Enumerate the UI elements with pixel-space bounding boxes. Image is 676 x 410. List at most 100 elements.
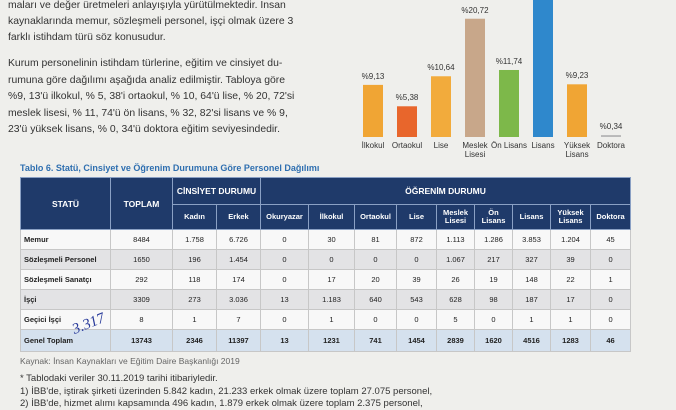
header-cell: Okuryazar xyxy=(260,204,309,230)
table-cell: 17 xyxy=(550,289,591,310)
value-label: %11,74 xyxy=(495,56,523,66)
note: 2) İBB'de, hizmet alımı kapsamında 496 k… xyxy=(20,398,423,409)
bar xyxy=(567,84,587,137)
header-cell: Lisans xyxy=(512,204,551,230)
table-cell: 1454 xyxy=(396,329,437,352)
table-cell: 22 xyxy=(550,269,591,290)
table-cell: 1620 xyxy=(474,329,513,352)
table-cell: 1 xyxy=(512,309,551,330)
table-cell: 217 xyxy=(474,249,513,270)
header-cell: Kadın xyxy=(172,204,217,230)
bar-chart: %9,13 İlkokul %5,38 Ortaokul %10,64 Lise %20,7… xyxy=(340,0,676,160)
table-cell: 0 xyxy=(354,309,397,330)
table-cell: 0 xyxy=(260,309,309,330)
bar xyxy=(363,84,383,137)
table-cell: 1.758 xyxy=(172,229,217,250)
category-label: Lise xyxy=(433,141,449,150)
table-cell: 1650 xyxy=(110,249,173,270)
table-row: İşçi 3309 273 3.036 13 1.183 640 543 628 98 187 17 0 xyxy=(20,289,632,310)
table-cell: 0 xyxy=(308,249,355,270)
table-cell: 1.286 xyxy=(474,229,513,250)
table-cell: 1 xyxy=(172,309,217,330)
table-cell: Genel Toplam xyxy=(20,329,111,352)
table-cell: 292 xyxy=(110,269,173,290)
header-cell: Ön Lisans xyxy=(474,204,513,230)
header-cell: Doktora xyxy=(589,204,632,230)
value-label: %20,72 xyxy=(461,5,489,15)
table-cell: 2346 xyxy=(172,329,217,352)
table-cell: 1 xyxy=(308,309,355,330)
category-label: Ortaokul xyxy=(391,141,423,150)
table-cell: 17 xyxy=(308,269,355,290)
bar xyxy=(431,76,451,137)
table-cell: 3.036 xyxy=(216,289,261,310)
category-label: Yüksek Lisans xyxy=(563,141,591,159)
text-line: %9, 13'ü ilkokul, % 5, 38'i ortaokul, % … xyxy=(8,91,295,102)
header-cell: Meslek Lisesi xyxy=(436,204,475,230)
table-cell: 1 xyxy=(550,309,591,330)
table-cell: 327 xyxy=(512,249,551,270)
bar xyxy=(465,18,485,137)
bar xyxy=(499,69,519,137)
header-cell: İlkokul xyxy=(308,204,355,230)
category-label: Ön Lisans xyxy=(490,141,528,150)
bar xyxy=(533,0,553,137)
value-label: %9,13 xyxy=(361,71,385,81)
table-cell: 13 xyxy=(260,289,309,310)
table-cell: Memur xyxy=(20,229,111,250)
table-cell: 273 xyxy=(172,289,217,310)
table-cell: 1.183 xyxy=(308,289,355,310)
table-cell: 1.113 xyxy=(436,229,475,250)
value-label: %5,38 xyxy=(395,93,419,103)
table-cell: 872 xyxy=(396,229,437,250)
table-cell: 13 xyxy=(260,329,309,352)
table-cell: 0 xyxy=(260,249,309,270)
staff-table: STATÜ TOPLAM CİNSİYET DURUMU ÖĞRENİM DURUMU… xyxy=(20,177,632,352)
table-cell: 3.853 xyxy=(512,229,551,250)
text-line: farklı istihdam türü söz konusudur. xyxy=(8,32,166,43)
table-cell: 0 xyxy=(260,229,309,250)
table-cell: 1.454 xyxy=(216,249,261,270)
note: * Tablodaki veriler 30.11.2019 tarihi it… xyxy=(20,373,218,384)
header-cell: STATÜ xyxy=(20,177,111,230)
table-cell: 640 xyxy=(354,289,397,310)
table-cell: 46 xyxy=(589,329,632,352)
table-cell: Sözleşmeli Sanatçı xyxy=(20,269,111,290)
table-row: Memur 8484 1.758 6.726 0 30 81 872 1.113 1.286 3.8… xyxy=(20,229,632,250)
header-cell: CİNSİYET DURUMU xyxy=(172,177,261,205)
category-label: Meslek Lisesi xyxy=(462,141,488,159)
value-label: %0,34 xyxy=(599,122,623,132)
chart-svg xyxy=(363,0,621,137)
table-cell: 2839 xyxy=(436,329,475,352)
header-cell: Lise xyxy=(396,204,437,230)
table-cell: 5 xyxy=(436,309,475,330)
table-cell: 0 xyxy=(260,269,309,290)
text-line: 23'ü yüksek lisans, % 0, 34'ü doktora eğ… xyxy=(8,124,280,135)
value-label: %9,23 xyxy=(565,71,589,81)
note: 1) İBB'de, iştirak şirketi üzerinden 5.8… xyxy=(20,385,433,397)
table-cell: 7 xyxy=(216,309,261,330)
table-cell: 26 xyxy=(436,269,475,290)
text-line: kaynaklarında memur, sözleşmeli personel… xyxy=(8,16,294,27)
table-cell: 11397 xyxy=(216,329,261,352)
table-cell: 81 xyxy=(354,229,397,250)
header-cell: Ortaokul xyxy=(354,204,397,230)
table-cell: 0 xyxy=(396,309,437,330)
table-cell: 741 xyxy=(354,329,397,352)
table-cell: 8484 xyxy=(110,229,173,250)
table-cell: 1.204 xyxy=(550,229,591,250)
table-title: Tablo 6. Statü, Cinsiyet ve Öğrenim Duru… xyxy=(20,163,320,173)
table-cell: 45 xyxy=(589,229,632,250)
table-cell: 543 xyxy=(396,289,437,310)
table-cell: 174 xyxy=(216,269,261,290)
header-row: STATÜ TOPLAM CİNSİYET DURUMU ÖĞRENİM DURUMU xyxy=(20,177,632,230)
header-cell: ÖĞRENİM DURUMU xyxy=(259,177,632,205)
table-cell: 1231 xyxy=(308,329,355,352)
table-cell: 30 xyxy=(308,229,355,250)
text-line: meslek lisesi, % 11, 74'ü ön lisans, % 3… xyxy=(8,107,288,119)
table-row: Sözleşmeli Personel 1650 196 1.454 0 0 0 0 1.067… xyxy=(20,249,632,270)
text-line: Kurum personelinin istihdam türlerine, e… xyxy=(8,58,283,69)
table-row: Geçici İşçi 8 1 7 0 1 0 0 5 0 1 1 0 xyxy=(20,309,632,330)
table-cell: 628 xyxy=(436,289,475,310)
